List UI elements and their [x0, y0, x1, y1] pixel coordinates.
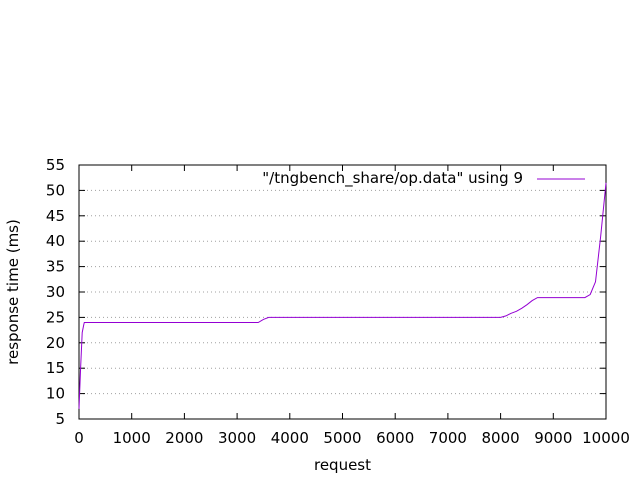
x-tick-label: 0 [74, 429, 84, 447]
legend-label-series-1: "/tngbench_share/op.data" using 9 [262, 169, 523, 188]
y-tick-label: 15 [46, 359, 65, 377]
y-tick-label: 10 [46, 385, 65, 403]
y-axis-label: response time (ms) [4, 219, 22, 365]
x-tick-label: 1000 [113, 429, 151, 447]
y-tick-label: 45 [46, 207, 65, 225]
grid-lines [79, 189, 606, 395]
series-line-1 [78, 182, 607, 409]
x-tick-label: 3000 [218, 429, 256, 447]
axis-ticks: 5 10 15 20 25 30 35 40 45 50 55 0 1000 2000 3000 4000 50… [46, 156, 630, 447]
y-tick-label: 20 [46, 334, 65, 352]
legend: "/tngbench_share/op.data" using 9 [262, 169, 585, 188]
x-tick-label: 5000 [323, 429, 361, 447]
plot-frame [78, 164, 607, 420]
y-tick-label: 30 [46, 283, 65, 301]
y-tick-label: 25 [46, 308, 65, 326]
x-axis-label: request [314, 456, 371, 474]
x-tick-label: 8000 [482, 429, 520, 447]
y-tick-label: 40 [46, 232, 65, 250]
y-tick-label: 50 [46, 181, 65, 199]
x-tick-label: 9000 [534, 429, 572, 447]
x-tick-label: 7000 [429, 429, 467, 447]
series-layer [78, 182, 607, 409]
x-tick-label: 4000 [271, 429, 309, 447]
x-tick-label: 10000 [582, 429, 630, 447]
x-tick-label: 2000 [165, 429, 203, 447]
y-tick-label: 55 [46, 156, 65, 174]
y-tick-label: 35 [46, 258, 65, 276]
y-tick-label: 5 [55, 410, 65, 428]
x-tick-label: 6000 [376, 429, 414, 447]
